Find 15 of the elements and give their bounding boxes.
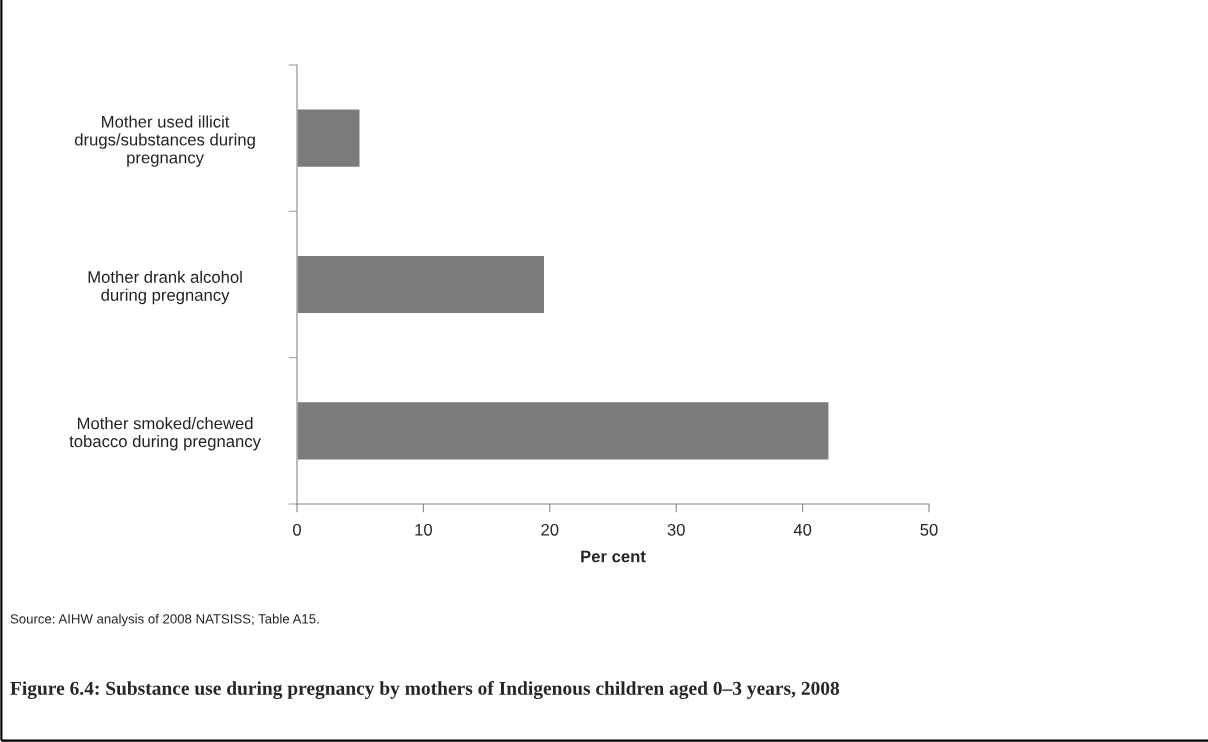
text: Figure 6.4: Substance use during pregnancy by mothers of Indigenous children aged 0–3 years, 2008 (10, 681, 840, 699)
x-tick-label: 10 (415, 523, 433, 536)
x-tick-label: 0 (293, 523, 301, 536)
y-tick-label: Mother used illicit drugs/substances during pregnancy (74, 115, 255, 167)
bar (297, 254, 546, 315)
bar (297, 400, 830, 461)
x-tick-label: 50 (920, 523, 938, 536)
x-tick-label: 20 (541, 523, 559, 536)
y-tick-label: Mother smoked/chewed tobacco during pregnancy (69, 417, 261, 451)
y-tick-label: Mother drank alcohol during pregnancy (88, 270, 242, 305)
bar (297, 108, 361, 169)
source-note: Source: AIHW analysis of 2008 NATSISS; Table A15. (10, 613, 319, 627)
x-tick-label: 30 (667, 523, 685, 536)
x-tick-label: 40 (793, 523, 812, 536)
x-axis-title: Per cent (581, 550, 646, 563)
